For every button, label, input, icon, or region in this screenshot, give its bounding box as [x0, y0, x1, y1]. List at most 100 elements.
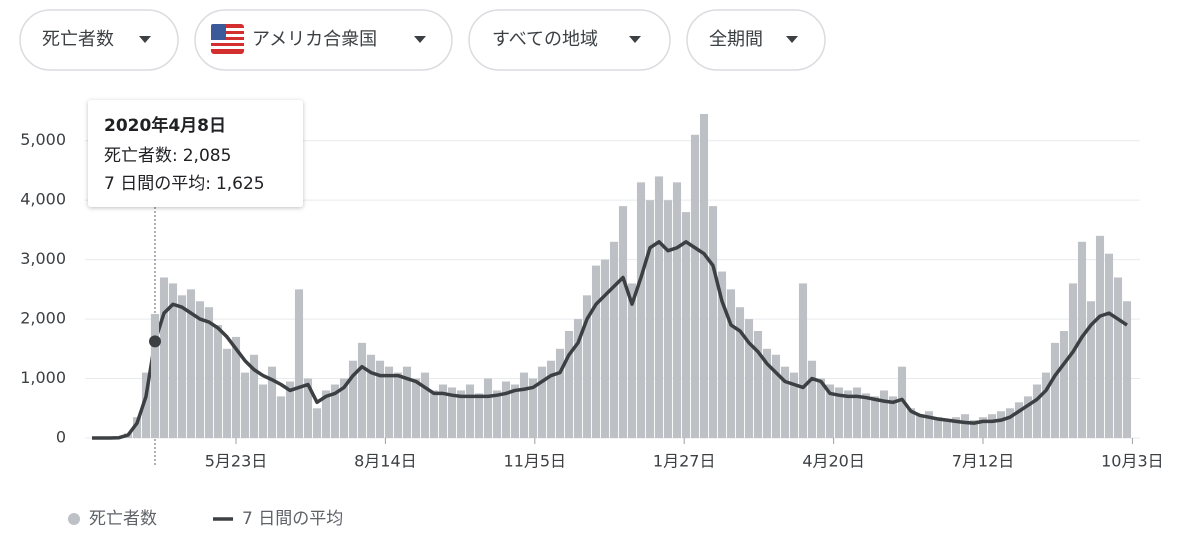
- bar: [303, 378, 313, 438]
- bar: [420, 372, 430, 438]
- bar: [1095, 235, 1105, 438]
- dropdown-arrow[interactable]: [786, 36, 798, 43]
- bar: [483, 378, 493, 438]
- dropdown-arrow[interactable]: [414, 36, 426, 43]
- bar: [384, 366, 394, 438]
- bar: [159, 277, 169, 438]
- bar: [798, 283, 808, 438]
- bar: [537, 366, 547, 438]
- bar: [474, 393, 484, 438]
- bar: [177, 295, 187, 438]
- pill[interactable]: [686, 9, 826, 71]
- bar: [375, 360, 385, 438]
- bar: [456, 390, 466, 438]
- bar: [969, 420, 979, 438]
- filter-country[interactable]: アメリカ合衆国: [194, 9, 453, 71]
- bar: [906, 408, 916, 438]
- plot-area: 0 1,000 2,000 3,000 4,000 5,000 5月23日 8月14日 11月5…: [20, 113, 1164, 471]
- bar: [609, 241, 619, 438]
- pill-label[interactable]: すべての地域: [492, 29, 598, 50]
- bar: [528, 378, 538, 438]
- tooltip-box: [88, 100, 303, 207]
- bar: [1050, 342, 1060, 438]
- pill[interactable]: [468, 9, 671, 71]
- bar: [699, 113, 709, 439]
- bar: [942, 420, 952, 438]
- pill-label[interactable]: アメリカ合衆国: [252, 29, 377, 50]
- legend: 死亡者数 7 日間の平均: [68, 509, 343, 529]
- bar: [690, 134, 700, 439]
- tooltip-value: 1,625: [216, 174, 265, 194]
- dropdown-arrow[interactable]: [139, 36, 151, 43]
- filter-metric[interactable]: 死亡者数: [19, 9, 179, 71]
- bar: [1122, 301, 1132, 438]
- bar: [141, 372, 151, 438]
- bar: [987, 414, 997, 438]
- bar: [402, 366, 412, 438]
- pill-label[interactable]: 全期間: [709, 29, 763, 50]
- bar: [249, 354, 259, 438]
- bar: [438, 384, 448, 438]
- bar: [240, 372, 250, 438]
- bar: [348, 360, 358, 438]
- bar: [861, 393, 871, 438]
- bar: [807, 360, 817, 438]
- bar: [1005, 408, 1015, 438]
- x-tick-label: 11月5日: [504, 452, 567, 471]
- bar: [582, 295, 592, 438]
- bar: [285, 381, 295, 438]
- bar: [213, 325, 223, 438]
- bar: [735, 307, 745, 438]
- bar: [618, 206, 628, 438]
- bar: [627, 283, 637, 438]
- bar: [636, 182, 646, 438]
- bar: [393, 372, 403, 438]
- legend-swatch: [68, 513, 80, 525]
- filter-period[interactable]: 全期間: [686, 9, 826, 71]
- bar: [492, 390, 502, 438]
- pill-label[interactable]: 死亡者数: [42, 29, 114, 50]
- bar: [573, 319, 583, 438]
- bar: [429, 390, 439, 438]
- x-tick-label: 7月12日: [952, 452, 1015, 471]
- bar: [663, 200, 673, 438]
- bar: [1023, 396, 1033, 438]
- bar: [1059, 330, 1069, 438]
- bar: [168, 283, 178, 438]
- bar: [951, 417, 961, 438]
- bar: [789, 372, 799, 438]
- bar: [672, 182, 682, 438]
- y-tick-label: 4,000: [20, 190, 66, 209]
- bar: [924, 411, 934, 438]
- pill[interactable]: [194, 9, 453, 71]
- bar: [834, 387, 844, 438]
- average-line: [92, 240, 1128, 440]
- bar: [1014, 402, 1024, 438]
- bar: [681, 212, 691, 438]
- bar: [591, 265, 601, 438]
- bar: [276, 396, 286, 438]
- bar: [717, 271, 727, 438]
- bar: [1041, 372, 1051, 438]
- bar: [870, 396, 880, 438]
- legend-label: 7 日間の平均: [242, 509, 343, 529]
- bar: [519, 372, 529, 438]
- y-tick-label: 3,000: [20, 249, 66, 268]
- bar: [204, 307, 214, 438]
- pill[interactable]: [19, 9, 179, 71]
- bar: [771, 354, 781, 438]
- dropdown-arrow[interactable]: [629, 36, 641, 43]
- filter-region[interactable]: すべての地域: [468, 9, 671, 71]
- bar: [915, 414, 925, 438]
- bar: [222, 348, 232, 438]
- x-tick-label: 5月23日: [205, 452, 268, 471]
- hover-bar: [150, 314, 160, 438]
- bar: [654, 176, 664, 438]
- bar: [879, 390, 889, 438]
- bar: [888, 396, 898, 438]
- x-tick-label: 4月20日: [802, 452, 865, 471]
- bar: [555, 348, 565, 438]
- bar: [1032, 384, 1042, 438]
